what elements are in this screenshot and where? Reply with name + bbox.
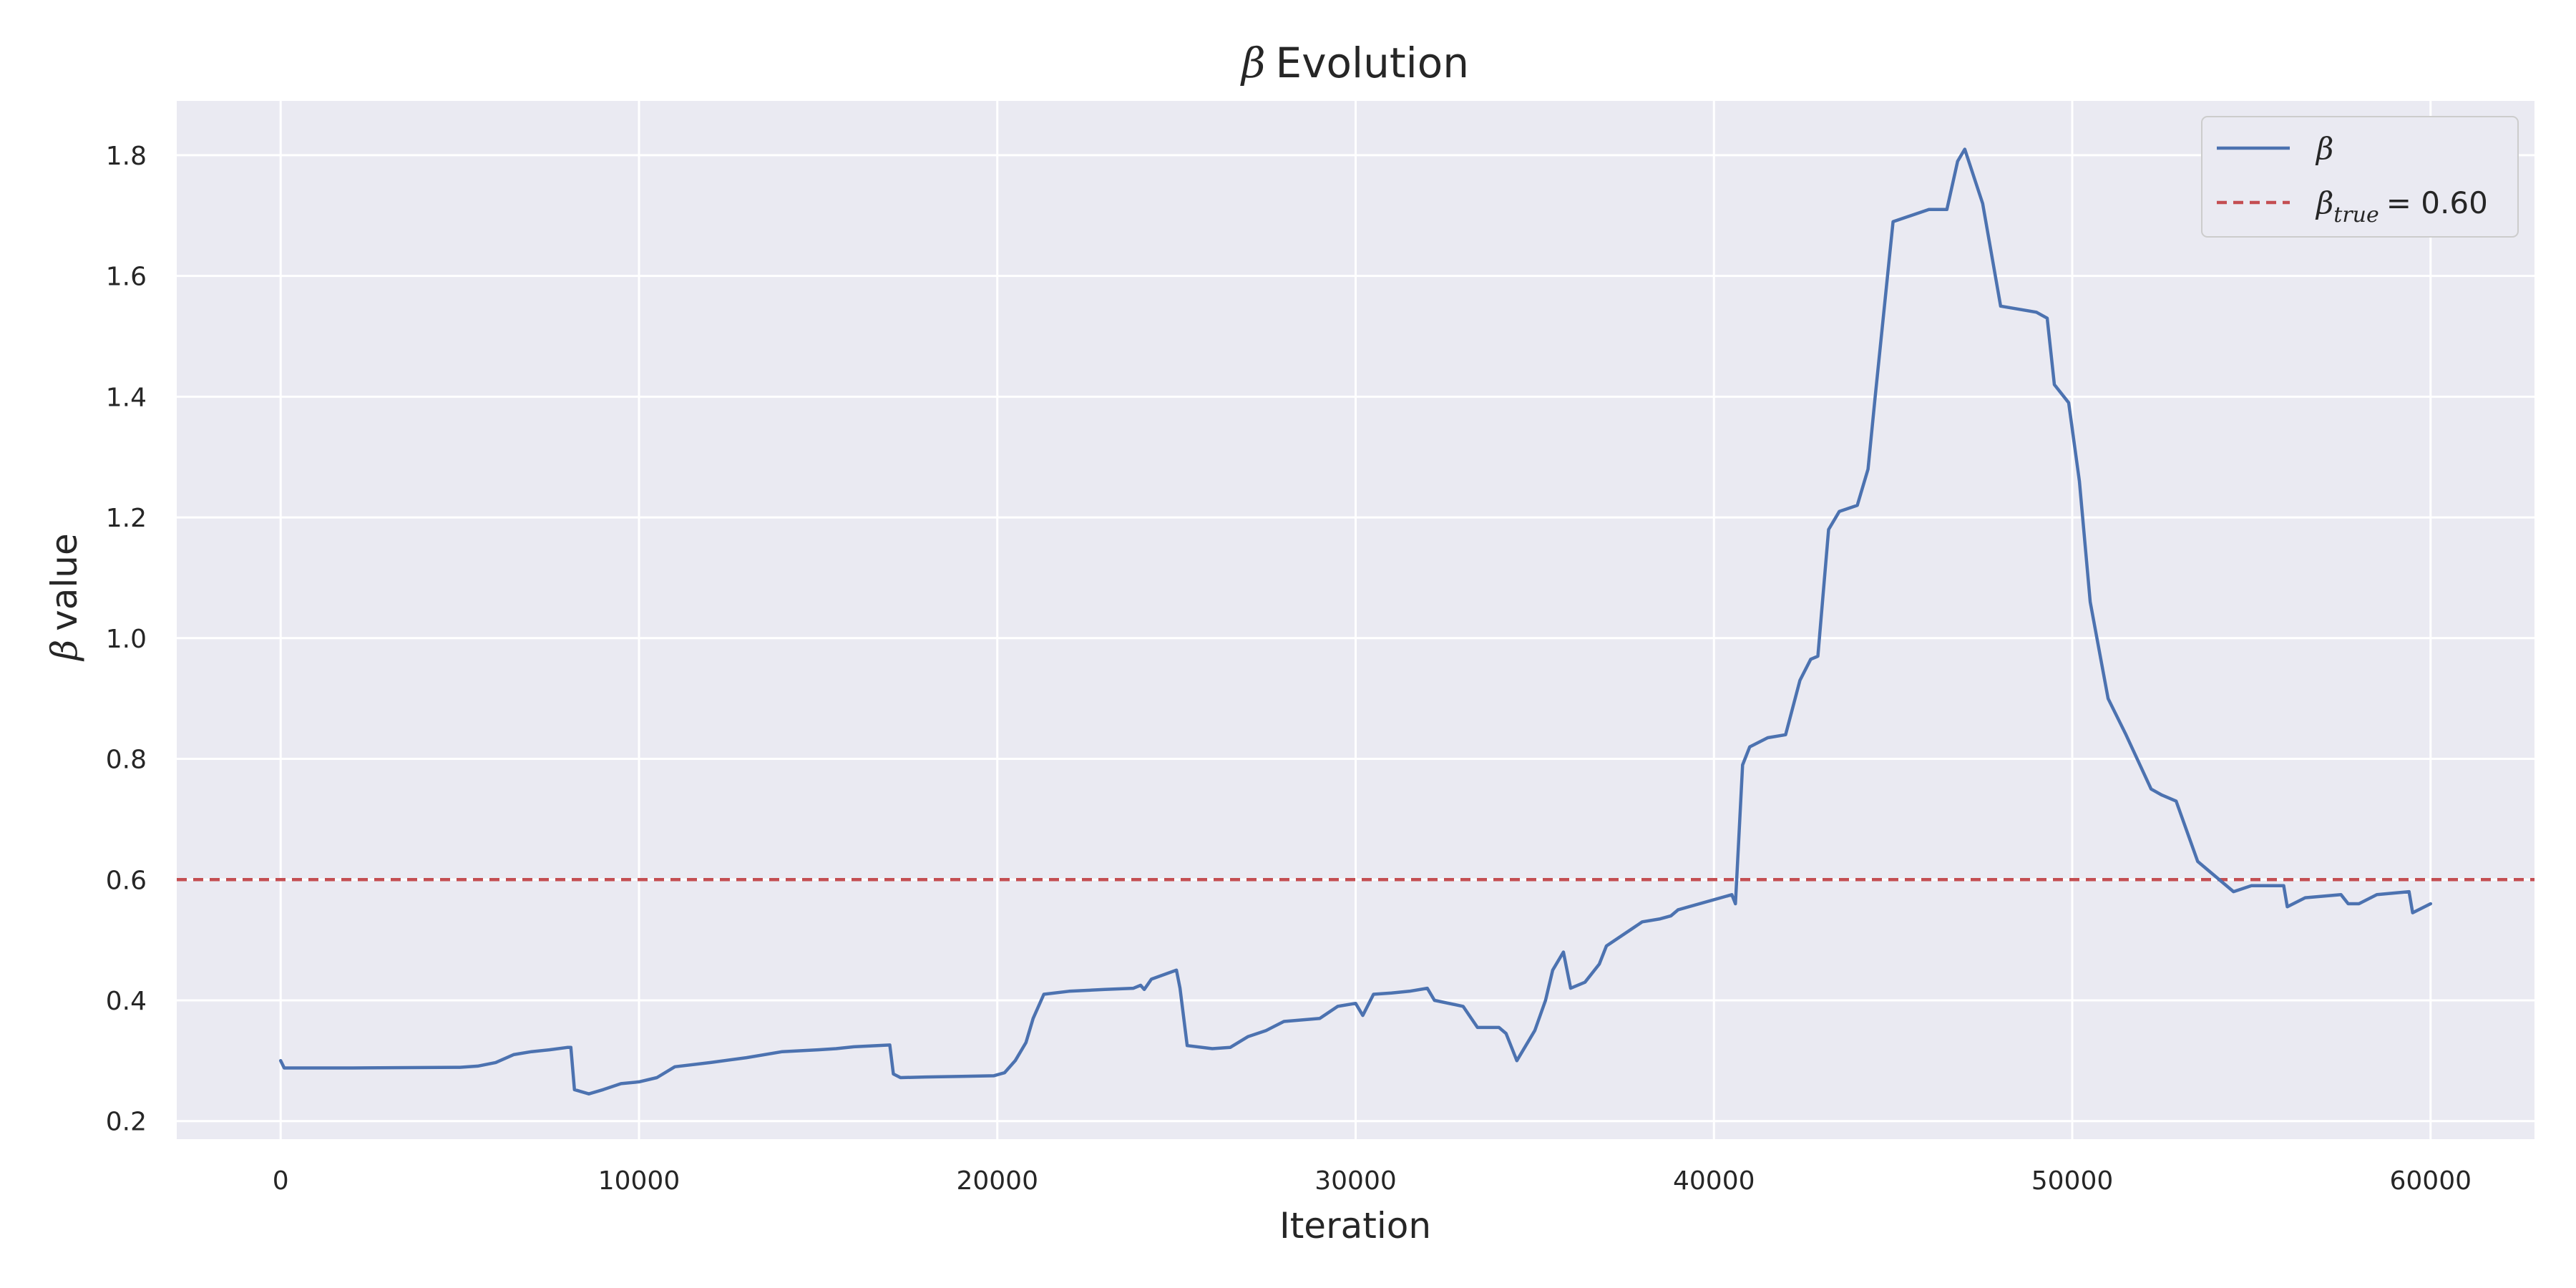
y-tick-label: 1.2 bbox=[106, 504, 147, 533]
x-tick-label: 30000 bbox=[1314, 1166, 1397, 1196]
y-axis-label-text: value bbox=[44, 533, 85, 631]
y-tick-label: 0.2 bbox=[106, 1108, 147, 1137]
x-tick-label: 60000 bbox=[2390, 1166, 2472, 1196]
title-text: Evolution bbox=[1276, 39, 1469, 87]
y-gridlines bbox=[177, 154, 2534, 1123]
y-axis-label: β value bbox=[44, 533, 85, 661]
y-tick-label: 1.0 bbox=[106, 625, 147, 654]
x-tick-label: 40000 bbox=[1673, 1166, 1755, 1196]
series-line bbox=[278, 147, 2433, 1096]
y-tick-label: 1.8 bbox=[106, 142, 147, 171]
x-axis-label: Iteration bbox=[1279, 1205, 1431, 1246]
legend-ref-value: = 0.60 bbox=[2386, 185, 2488, 220]
y-tick-label: 0.6 bbox=[106, 866, 147, 895]
x-gridlines bbox=[279, 101, 2432, 1139]
series-layer bbox=[278, 147, 2433, 1096]
x-tick-label: 50000 bbox=[2031, 1166, 2114, 1196]
chart-title: β Evolution bbox=[1240, 39, 1469, 87]
x-tick-label: 10000 bbox=[598, 1166, 680, 1196]
y-tick-label: 1.6 bbox=[106, 263, 147, 292]
y-tick-label: 0.4 bbox=[106, 987, 147, 1016]
legend-entry-series: β bbox=[2315, 131, 2333, 166]
y-tick-label: 0.8 bbox=[106, 746, 147, 775]
x-tick-label: 0 bbox=[273, 1166, 289, 1196]
x-tick-labels: 0 10000 20000 30000 40000 50000 60000 bbox=[273, 1166, 2472, 1196]
y-axis-label-symbol: β bbox=[44, 640, 85, 662]
legend: β βtrue = 0.60 bbox=[2201, 116, 2519, 238]
legend-series-symbol: β bbox=[2315, 131, 2333, 166]
legend-ref-subscript: true bbox=[2333, 203, 2379, 228]
legend-ref-symbol: β bbox=[2315, 185, 2333, 220]
title-symbol: β bbox=[1240, 39, 1266, 87]
y-tick-label: 1.4 bbox=[106, 383, 147, 412]
y-tick-labels: 0.2 0.4 0.6 0.8 1.0 1.2 1.4 1.6 1.8 bbox=[106, 142, 147, 1137]
legend-entry-reference: βtrue = 0.60 bbox=[2315, 185, 2488, 228]
x-tick-label: 20000 bbox=[956, 1166, 1038, 1196]
